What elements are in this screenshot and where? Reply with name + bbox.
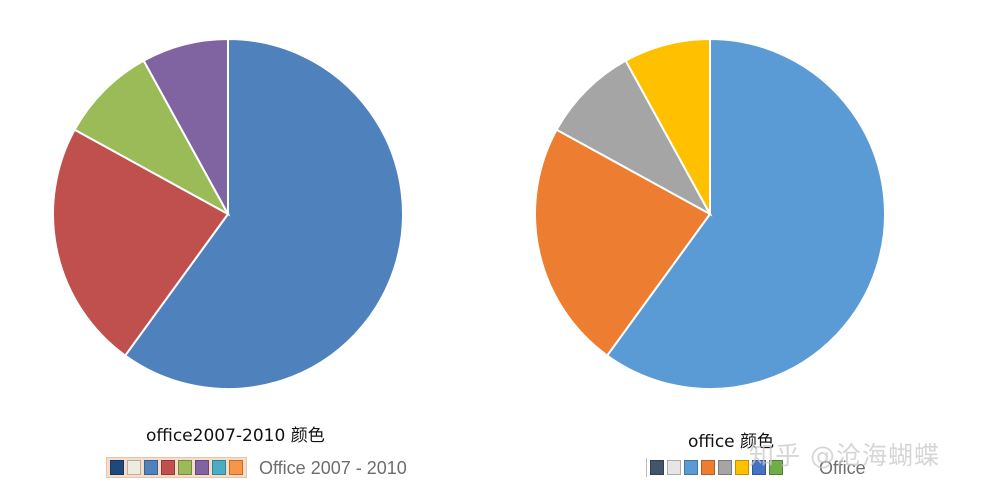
color-swatch-4 (701, 460, 715, 475)
pie-slice-4 (624, 37, 711, 215)
color-swatch-3 (684, 460, 698, 475)
pie-slice-3 (555, 59, 713, 217)
pie-slice-1 (123, 37, 404, 390)
watermark-text: 知乎 @沧海蝴蝶 (749, 441, 940, 470)
color-swatch-1 (650, 460, 664, 475)
theme-color-swatches[interactable] (106, 457, 247, 478)
color-swatch-6 (195, 460, 209, 475)
color-swatch-4 (161, 460, 175, 475)
color-swatch-8 (769, 460, 783, 475)
color-swatch-3 (144, 460, 158, 475)
color-swatch-7 (752, 460, 766, 475)
color-swatch-5 (718, 460, 732, 475)
theme-name-label: Office (819, 458, 866, 478)
color-swatch-8 (229, 460, 243, 475)
color-swatch-1 (110, 460, 124, 475)
chart-title: office 颜色 (688, 432, 775, 452)
pie-slice-4 (142, 37, 229, 215)
pie-slice-2 (534, 128, 712, 357)
pie-slice-2 (52, 128, 230, 357)
pie-slice-1 (605, 37, 886, 390)
pie-chart-office (534, 37, 886, 390)
chart-title: office2007-2010 颜色 (146, 426, 325, 446)
color-swatch-6 (735, 460, 749, 475)
chart-panel-office: office 颜色 Office (490, 0, 981, 493)
pie-chart-office2007-2010 (52, 37, 404, 390)
color-swatch-2 (667, 460, 681, 475)
theme-name-label: Office 2007 - 2010 (259, 458, 407, 478)
chart-panel-office2007-2010: office2007-2010 颜色 Office 2007 - 2010 (0, 0, 490, 493)
color-swatch-7 (212, 460, 226, 475)
pie-slice-3 (73, 59, 231, 217)
color-swatch-5 (178, 460, 192, 475)
theme-color-swatches[interactable] (646, 458, 786, 477)
color-swatch-2 (127, 460, 141, 475)
